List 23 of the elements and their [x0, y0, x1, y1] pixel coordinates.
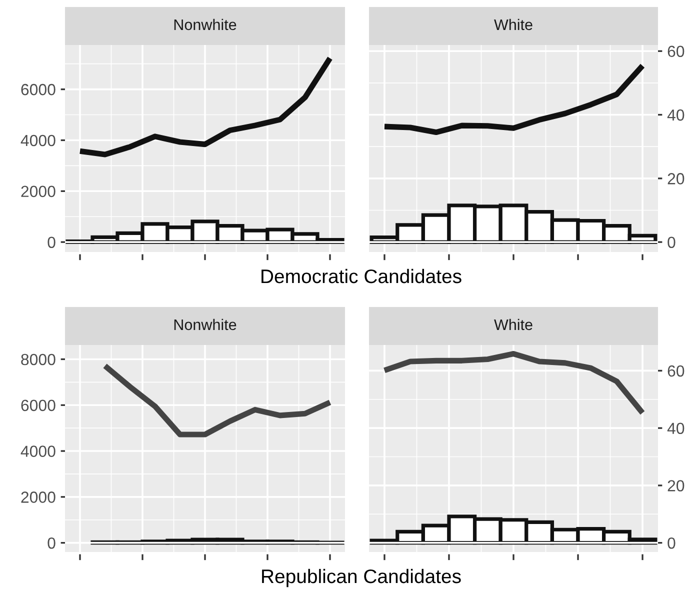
x-axis-title: Democratic Candidates	[262, 268, 462, 284]
y-tick-label: 2000	[21, 186, 56, 198]
y-tick-label: 0	[48, 537, 56, 549]
y-tick-label: 60	[668, 365, 684, 377]
y-tick-label: 20	[668, 173, 684, 184]
chart-title: White	[494, 318, 532, 330]
y-tick-label: 0	[48, 236, 56, 248]
y-tick-label: 2000	[21, 492, 56, 503]
chart-title: Nonwhite	[174, 18, 236, 30]
y-tick-label: 6000	[21, 400, 56, 412]
y-tick-label: 4000	[20, 446, 56, 457]
y-tick-label: 40	[667, 109, 684, 121]
chart-title: Nonwhite	[174, 318, 236, 330]
y-tick-label: 20	[668, 480, 684, 492]
y-tick-label: 8000	[21, 354, 56, 366]
y-tick-label: 0	[668, 537, 676, 549]
y-tick-label: 0	[668, 236, 676, 248]
chart-title: White	[494, 18, 532, 30]
x-axis-title: Republican Candidates	[262, 568, 461, 588]
y-tick-label: 40	[667, 422, 684, 434]
y-tick-label: 4000	[20, 134, 56, 146]
y-tick-label: 6000	[21, 84, 56, 96]
y-tick-label: 60	[668, 46, 684, 58]
